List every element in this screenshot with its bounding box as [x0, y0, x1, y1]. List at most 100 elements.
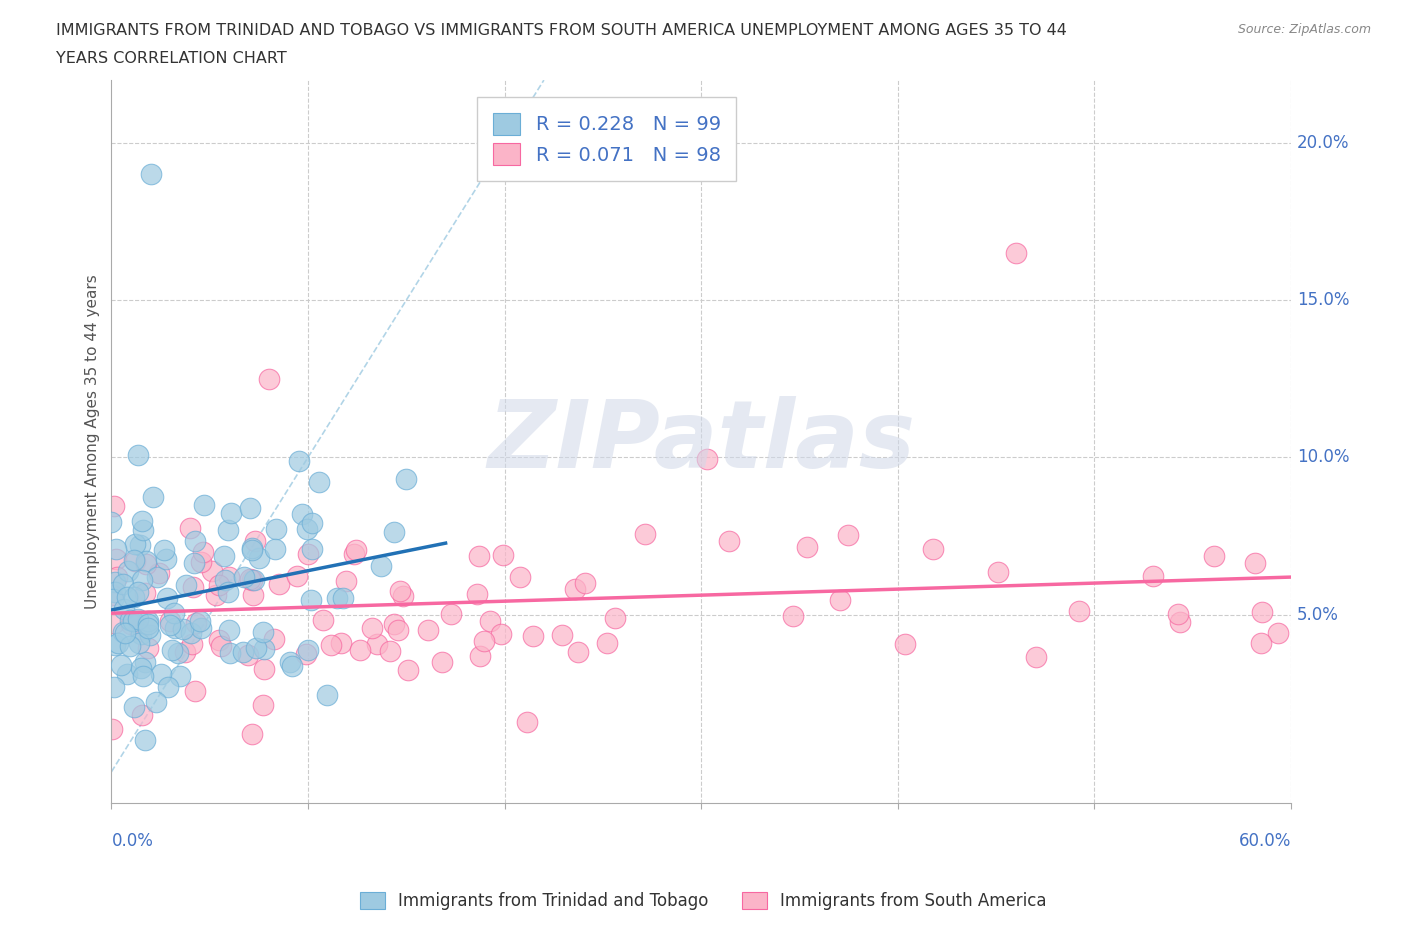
Point [156, 679, 179, 694]
Point [105, 542, 128, 557]
Point [105, 551, 128, 566]
Point [104, 575, 127, 590]
Point [129, 627, 152, 642]
Point [242, 572, 264, 587]
Point [551, 628, 574, 643]
Point [316, 688, 339, 703]
Point [522, 629, 544, 644]
Point [217, 523, 239, 538]
Point [388, 583, 411, 598]
Point [378, 644, 401, 658]
Point [370, 558, 392, 573]
Point [218, 623, 240, 638]
Point [242, 588, 264, 603]
Point [208, 578, 231, 592]
Point [297, 522, 319, 537]
Point [830, 592, 852, 607]
Point [122, 552, 145, 567]
Point [253, 642, 276, 657]
Point [288, 454, 311, 469]
Point [163, 621, 186, 636]
Point [205, 588, 228, 603]
Point [127, 612, 149, 627]
Point [267, 577, 290, 591]
Point [382, 525, 405, 539]
Text: 60.0%: 60.0% [1239, 832, 1291, 850]
Point [1243, 556, 1265, 571]
Point [567, 644, 589, 659]
Point [240, 540, 263, 555]
Point [132, 668, 155, 683]
Point [297, 643, 319, 658]
Point [134, 733, 156, 748]
Point [117, 590, 139, 604]
Point [332, 591, 354, 605]
Point [467, 586, 489, 601]
Point [208, 632, 231, 647]
Point [218, 645, 240, 660]
Point [139, 627, 162, 642]
Point [184, 616, 207, 631]
Point [1167, 606, 1189, 621]
Text: 15.0%: 15.0% [1296, 291, 1350, 309]
Point [301, 516, 323, 531]
Point [131, 707, 153, 722]
Point [335, 574, 357, 589]
Point [243, 533, 266, 548]
Point [219, 506, 242, 521]
Point [131, 573, 153, 588]
Point [112, 602, 135, 617]
Point [111, 577, 134, 591]
Point [342, 547, 364, 562]
Point [396, 663, 419, 678]
Point [159, 618, 181, 632]
Point [837, 527, 859, 542]
Point [218, 569, 240, 584]
Point [1142, 569, 1164, 584]
Point [1250, 635, 1272, 650]
Point [245, 641, 267, 656]
Point [128, 621, 150, 636]
Point [160, 642, 183, 657]
Point [239, 501, 262, 516]
Point [782, 608, 804, 623]
Point [214, 572, 236, 587]
Point [174, 644, 197, 659]
Point [112, 624, 135, 639]
Point [264, 521, 287, 536]
Point [987, 565, 1010, 580]
Point [391, 589, 413, 604]
Point [181, 579, 204, 594]
Point [145, 569, 167, 584]
Legend: Immigrants from Trinidad and Tobago, Immigrants from South America: Immigrants from Trinidad and Tobago, Imm… [353, 885, 1053, 917]
Point [174, 578, 197, 592]
Point [183, 534, 205, 549]
Point [232, 570, 254, 585]
Point [103, 680, 125, 695]
Point [120, 617, 142, 631]
Point [285, 568, 308, 583]
Point [183, 684, 205, 698]
Point [103, 616, 125, 631]
Point [149, 666, 172, 681]
Point [121, 614, 143, 629]
Point [179, 521, 201, 536]
Point [115, 666, 138, 681]
Point [156, 591, 179, 605]
Point [124, 590, 146, 604]
Point [193, 545, 215, 560]
Point [297, 547, 319, 562]
Text: 10.0%: 10.0% [1296, 448, 1350, 467]
Point [468, 648, 491, 663]
Point [135, 554, 157, 569]
Point [361, 620, 384, 635]
Point [104, 637, 127, 652]
Point [308, 474, 330, 489]
Point [718, 534, 741, 549]
Point [128, 635, 150, 650]
Point [122, 699, 145, 714]
Point [139, 167, 162, 182]
Point [329, 635, 352, 650]
Point [301, 541, 323, 556]
Point [163, 605, 186, 620]
